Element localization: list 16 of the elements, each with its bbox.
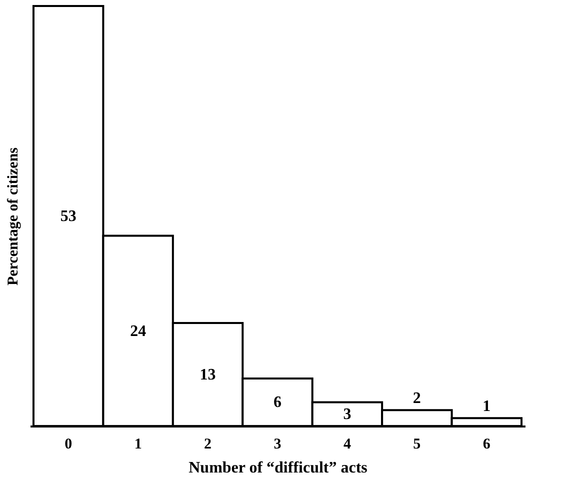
x-tick-label: 2	[204, 436, 212, 452]
data-label: 53	[60, 208, 76, 225]
y-axis-title: Percentage of citizens	[6, 147, 22, 286]
data-label: 1	[482, 398, 491, 416]
x-tick-label: 1	[134, 436, 142, 452]
data-label: 2	[412, 390, 421, 408]
data-label: 13	[200, 366, 216, 384]
data-label: 24	[130, 322, 146, 340]
data-label: 6	[274, 394, 282, 412]
x-tick-label: 6	[482, 436, 491, 452]
x-axis-title: Number of “difficult” acts	[188, 460, 368, 476]
data-label: 3	[343, 406, 352, 424]
x-tick-label: 5	[413, 436, 421, 452]
x-tick-label: 0	[64, 436, 72, 452]
x-tick-label: 3	[274, 436, 282, 452]
x-tick-label: 4	[343, 436, 352, 452]
